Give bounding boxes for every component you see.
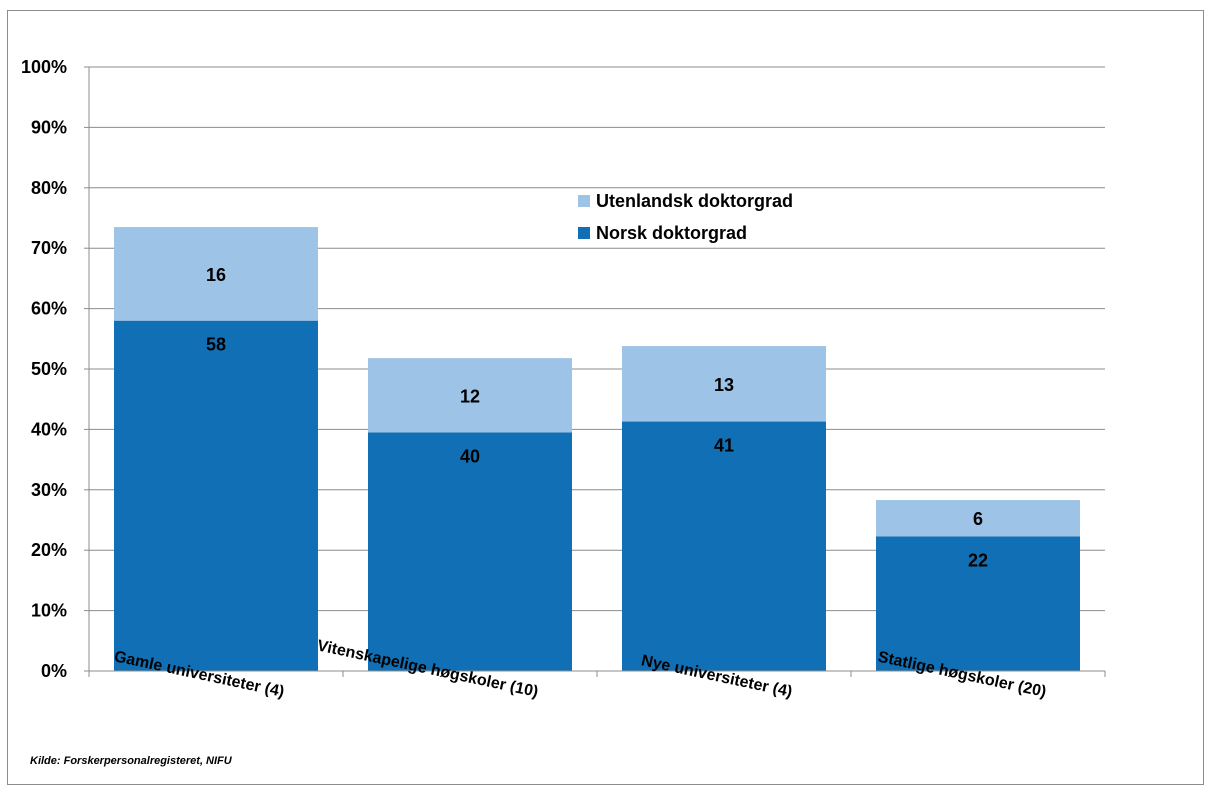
y-tick-label: 30% [31, 480, 67, 500]
source-note: Kilde: Forskerpersonalregisteret, NIFU [30, 755, 232, 767]
data-labels: 58 16 40 12 41 13 22 6 [206, 265, 988, 570]
legend-swatch [578, 195, 590, 207]
y-tick-label: 80% [31, 178, 67, 198]
bar-norsk-doktorgrad [368, 432, 572, 671]
bar-utenlandsk-doktorgrad [368, 358, 572, 433]
data-label-norsk: 58 [206, 335, 226, 355]
legend: Utenlandsk doktorgrad Norsk doktorgrad [578, 191, 793, 243]
y-tick-label: 20% [31, 540, 67, 560]
y-tick-label: 0% [41, 661, 67, 681]
bar-norsk-doktorgrad [622, 421, 826, 671]
bar-norsk-doktorgrad [114, 320, 318, 671]
y-tick-label: 50% [31, 359, 67, 379]
bars [114, 227, 1080, 671]
data-label-norsk: 22 [968, 550, 988, 570]
data-label-utenlandsk: 12 [460, 386, 480, 406]
axes [88, 67, 1106, 677]
bar-utenlandsk-doktorgrad [622, 346, 826, 422]
y-tick-label: 40% [31, 419, 67, 439]
legend-label: Utenlandsk doktorgrad [596, 191, 793, 211]
y-tick-label: 100% [21, 57, 67, 77]
bar-utenlandsk-doktorgrad [114, 227, 318, 321]
y-tick-label: 90% [31, 117, 67, 137]
y-tick-label: 70% [31, 238, 67, 258]
data-label-norsk: 41 [714, 436, 734, 456]
y-axis-tick-labels: 0% 10% 20% 30% 40% 50% 60% 70% 80% 90% 100% [21, 57, 67, 681]
legend-label: Norsk doktorgrad [596, 223, 747, 243]
legend-swatch [578, 227, 590, 239]
y-tick-label: 60% [31, 299, 67, 319]
bar-utenlandsk-doktorgrad [876, 500, 1080, 537]
data-label-utenlandsk: 13 [714, 375, 734, 395]
bar-norsk-doktorgrad [876, 536, 1080, 671]
data-label-norsk: 40 [460, 446, 480, 466]
data-label-utenlandsk: 6 [973, 509, 983, 529]
y-tick-label: 10% [31, 601, 67, 621]
data-label-utenlandsk: 16 [206, 265, 226, 285]
